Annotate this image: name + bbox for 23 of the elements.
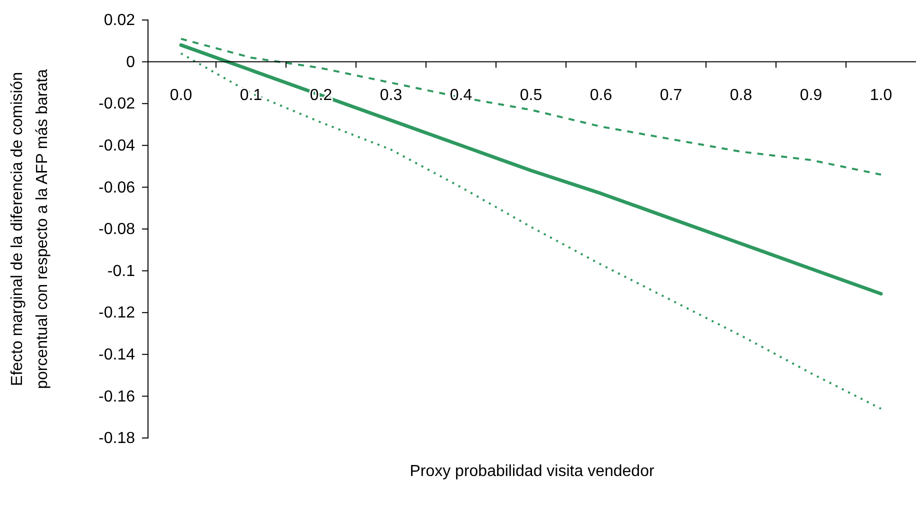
x-tick-label: 0.0 xyxy=(170,87,192,104)
x-axis-title: Proxy probabilidad visita vendedor xyxy=(410,463,655,480)
y-tick-label: -0.04 xyxy=(98,138,136,155)
x-tick-label: 0.9 xyxy=(800,87,822,104)
y-tick-label: -0.06 xyxy=(98,179,136,196)
y-tick-label: -0.1 xyxy=(107,262,136,280)
y-tick-label: -0.02 xyxy=(98,96,136,113)
x-tick-label: 0.8 xyxy=(730,87,752,104)
y-tick-label: 0 xyxy=(126,54,136,71)
y-tick-label: -0.16 xyxy=(98,388,136,406)
x-tick-label: 1.0 xyxy=(870,87,892,104)
y-axis-title: Efecto marginal de la diferencia de comisión porcentual con respecto a la AFP más barata xyxy=(9,68,51,389)
x-tick-label: 0.4 xyxy=(450,87,472,104)
x-tick-label: 0.7 xyxy=(660,87,682,104)
x-tick-label: 0.1 xyxy=(240,87,262,104)
y-tick-label: -0.12 xyxy=(98,304,136,322)
x-tick-label: 0.5 xyxy=(520,87,542,104)
y-tick-label: -0.18 xyxy=(98,430,136,448)
x-tick-label: 0.3 xyxy=(380,87,402,104)
x-tick-label: 0.6 xyxy=(590,87,612,104)
y-tick-label: -0.14 xyxy=(98,346,136,364)
y-tick-label: -0.08 xyxy=(98,221,136,238)
y-tick-label: 0.02 xyxy=(104,12,136,30)
